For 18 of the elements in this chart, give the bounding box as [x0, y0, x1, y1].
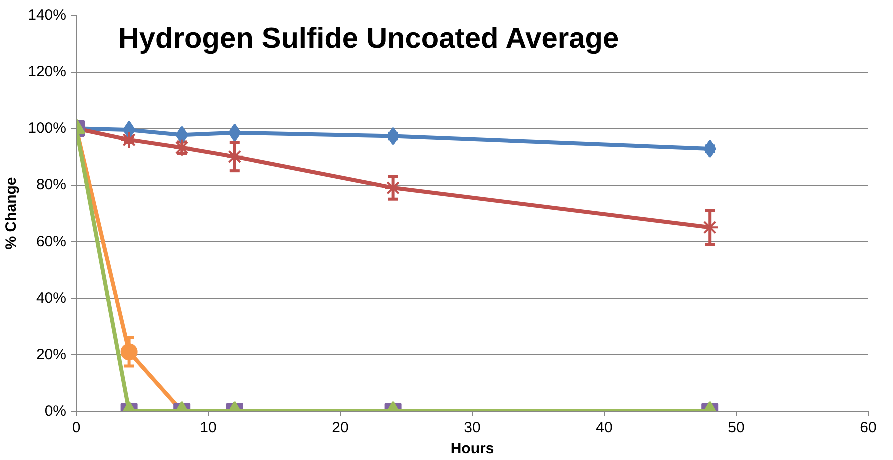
y-tick-label: 120% [28, 64, 67, 81]
x-tick-label: 10 [200, 420, 217, 436]
chart-title: Hydrogen Sulfide Uncoated Average [118, 23, 620, 56]
x-tick-label: 40 [596, 420, 613, 436]
x-tick-label: 60 [860, 420, 877, 436]
x-axis-title: Hours [450, 440, 494, 458]
y-axis-title: % Change [3, 177, 20, 250]
x-tick-label: 20 [332, 420, 349, 436]
y-tick-label: 140% [28, 7, 67, 24]
y-tick-label: 60% [36, 233, 67, 250]
y-tick-label: 40% [36, 290, 67, 307]
y-tick-label: 100% [28, 120, 67, 138]
y-tick-label: 20% [36, 346, 67, 364]
x-tick-label: 0 [72, 420, 81, 436]
y-tick-label: 0% [44, 403, 67, 420]
y-tick-label: 80% [36, 176, 67, 194]
x-tick-label: 30 [464, 420, 481, 436]
x-tick-label: 50 [728, 420, 745, 436]
